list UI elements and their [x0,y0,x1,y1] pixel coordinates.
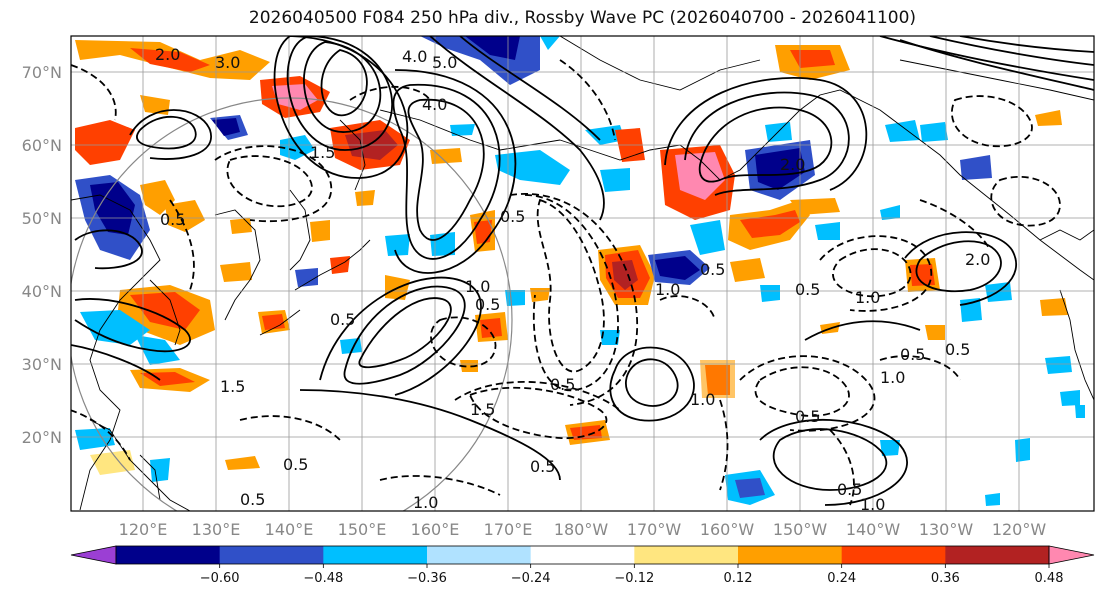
negative-contours [71,59,1061,506]
lat-label: 20°N [22,428,62,447]
contour-label: 1.0 [465,277,490,296]
lon-label: 150°E [338,520,387,539]
lon-label: 160°W [700,520,755,539]
colorbar-tick-label: −0.36 [407,571,447,586]
colorbar-extend-high [1048,545,1095,565]
contour-label: 1.0 [690,390,715,409]
lon-label: 170°E [484,520,533,539]
colorbar-tick-label: −0.24 [511,571,551,586]
contour-label: 2.0 [780,155,805,174]
colorbar-tick-label: −0.60 [200,571,240,586]
contour-label: 0.5 [837,480,862,499]
contour-label: 1.0 [880,368,905,387]
colorbar-tick-label: 0.48 [1035,571,1064,586]
contour-label: 4.0 [402,47,427,66]
map-border [70,35,1095,512]
colorbar-tick-label: 0.12 [724,571,753,586]
colorbar-segment [323,546,428,564]
contour-label: 0.5 [900,345,925,364]
contour-label: 0.5 [283,455,308,474]
colorbar-extend-low [70,545,117,565]
lat-label: 30°N [22,355,62,374]
lon-label: 130°W [919,520,974,539]
lat-label: 50°N [22,209,62,228]
colorbar-ticks: −0.60 −0.48 −0.36 −0.24 −0.12 0.12 0.24 0.36 0.4… [200,564,1064,586]
colorbar-segment [219,546,324,564]
lon-label: 120°E [119,520,168,539]
contour-label: 0.5 [795,280,820,299]
colorbar-segment [841,546,946,564]
colorbar-segment [530,546,635,564]
colorbar-tick-label: −0.48 [303,571,343,586]
contour-label: 0.5 [530,457,555,476]
lon-label: 140°W [846,520,901,539]
contour-label: 0.5 [475,295,500,314]
lon-label: 140°E [265,520,314,539]
latitude-labels: 70°N 60°N 50°N 40°N 30°N 20°N [22,63,62,447]
contour-labels: 4.0 5.0 4.0 2.0 3.0 0.5 1.0 0.5 0.5 0.5 … [155,45,990,514]
lat-label: 60°N [22,136,62,155]
contour-label: 2.0 [155,45,180,64]
lon-label: 160°E [411,520,460,539]
colorbar-segments [70,545,1095,565]
contour-label: 0.5 [240,490,265,509]
lon-label: 180°W [554,520,609,539]
contour-label: 0.5 [945,340,970,359]
colorbar-segment [945,546,1050,564]
contour-label: 0.5 [160,210,185,229]
colorbar-frame [115,545,1050,565]
contour-label: 1.0 [855,288,880,307]
contour-label: 0.5 [550,375,575,394]
lon-label: 150°W [773,520,828,539]
contour-label: 2.0 [965,250,990,269]
contour-label: 1.0 [413,493,438,512]
colorbar-segment [634,546,739,564]
colorbar-tick-label: 0.36 [931,571,960,586]
contour-label: 1.5 [220,377,245,396]
longitude-labels: 120°E 130°E 140°E 150°E 160°E 170°E 180°… [119,520,1047,539]
contour-label: 3.0 [215,53,240,72]
colorbar-tick-label: −0.12 [614,571,654,586]
lat-label: 70°N [22,63,62,82]
contour-label: 4.0 [422,95,447,114]
map-title: 2026040500 F084 250 hPa div., Rossby Wav… [248,8,917,28]
colorbar-segment [116,546,221,564]
contour-label: 0.5 [500,207,525,226]
lat-label: 40°N [22,282,62,301]
lon-label: 170°W [627,520,682,539]
colorbar-segment [738,546,843,564]
colorbar-tick-label: 0.24 [827,571,856,586]
positive-contours [71,36,1094,506]
colorbar: −0.60 −0.48 −0.36 −0.24 −0.12 0.12 0.24 0.36 0.4… [70,545,1095,586]
lon-label: 130°E [192,520,241,539]
lon-label: 120°W [992,520,1047,539]
contour-label: 1.5 [310,143,335,162]
contour-label: 0.5 [330,310,355,329]
map-plot-area: 4.0 5.0 4.0 2.0 3.0 0.5 1.0 0.5 0.5 0.5 … [71,36,1094,514]
contour-label: 0.5 [795,407,820,426]
colorbar-segment [427,546,532,564]
contour-label: 1.5 [470,400,495,419]
graticule [71,36,1094,511]
contour-label: 1.0 [655,280,680,299]
contour-label: 1.0 [860,495,885,514]
contour-label: 0.5 [700,260,725,279]
contour-label: 5.0 [432,53,457,72]
